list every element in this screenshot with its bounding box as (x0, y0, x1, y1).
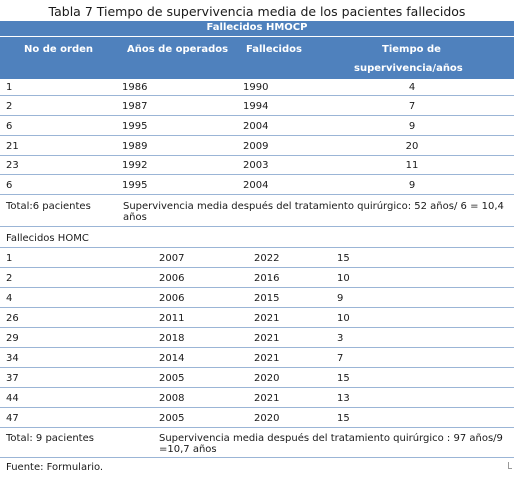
cell-operado: 2018 (159, 333, 185, 344)
cell-operado: 1987 (122, 101, 148, 112)
cell-no: 47 (6, 413, 19, 424)
hmocp-group-header: Fallecidos HMOCP (0, 21, 514, 36)
cell-fallecido: 2004 (243, 180, 269, 191)
cell-tiempo: 4 (408, 82, 416, 93)
cell-fallecido: 2021 (254, 313, 280, 324)
row-divider (0, 247, 514, 248)
cell-tiempo: 10 (337, 313, 350, 324)
hmocp-summary-line2: años (123, 212, 147, 223)
cell-no: 6 (6, 121, 13, 132)
row-divider (0, 347, 514, 348)
cell-fallecido: 2021 (254, 393, 280, 404)
row-divider (0, 155, 514, 156)
cell-tiempo: 9 (337, 293, 344, 304)
cell-no: 23 (6, 160, 19, 171)
col-header-anos-operados: Años de operados (127, 44, 229, 55)
row-divider (0, 367, 514, 368)
source-footnote: Fuente: Formulario. (6, 462, 104, 473)
cell-tiempo: 3 (337, 333, 344, 344)
row-divider (0, 115, 514, 116)
cell-tiempo: 9 (408, 180, 416, 191)
cell-fallecido: 2020 (254, 373, 280, 384)
table-caption: Tabla 7 Tiempo de supervivencia media de… (48, 4, 466, 19)
cell-fallecido: 2022 (254, 253, 280, 264)
cell-operado: 1986 (122, 82, 148, 93)
homc-total-label: Total: 9 pacientes (6, 433, 94, 444)
col-header-tiempo-line2: supervivencia/años (354, 63, 463, 74)
cell-tiempo: 20 (405, 141, 419, 152)
cell-no: 34 (6, 353, 19, 364)
cell-fallecido: 2020 (254, 413, 280, 424)
row-divider (0, 327, 514, 328)
cell-fallecido: 2015 (254, 293, 280, 304)
cell-tiempo: 7 (408, 101, 416, 112)
cell-no: 1 (6, 253, 13, 264)
cell-fallecido: 2016 (254, 273, 280, 284)
row-divider (0, 174, 514, 175)
cell-operado: 2008 (159, 393, 185, 404)
cell-tiempo: 9 (408, 121, 416, 132)
row-divider (0, 226, 514, 227)
cell-no: 4 (6, 293, 13, 304)
cell-no: 21 (6, 141, 19, 152)
cell-tiempo: 15 (337, 253, 350, 264)
cell-operado: 2005 (159, 413, 185, 424)
cell-no: 6 (6, 180, 13, 191)
cell-operado: 2011 (159, 313, 185, 324)
homc-section-title: Fallecidos HOMC (6, 233, 89, 244)
cell-tiempo: 13 (337, 393, 350, 404)
row-divider (0, 135, 514, 136)
cell-fallecido: 1990 (243, 82, 269, 93)
cell-no: 2 (6, 101, 13, 112)
row-divider (0, 287, 514, 288)
cell-tiempo: 7 (337, 353, 344, 364)
cell-operado: 1995 (122, 121, 148, 132)
cell-operado: 2006 (159, 273, 185, 284)
cell-operado: 1989 (122, 141, 148, 152)
cell-operado: 2007 (159, 253, 185, 264)
row-divider (0, 194, 514, 195)
cell-fallecido: 2004 (243, 121, 269, 132)
cell-no: 37 (6, 373, 19, 384)
row-divider (0, 95, 514, 96)
row-divider (0, 307, 514, 308)
row-divider (0, 267, 514, 268)
cell-operado: 2005 (159, 373, 185, 384)
cell-operado: 2014 (159, 353, 185, 364)
col-header-fallecidos: Fallecidos (246, 44, 302, 55)
cell-operado: 1992 (122, 160, 148, 171)
col-header-no-orden: No de orden (24, 44, 94, 55)
row-divider (0, 407, 514, 408)
cell-fallecido: 2003 (243, 160, 269, 171)
hmocp-group-title: Fallecidos HMOCP (206, 22, 308, 33)
cell-operado: 2006 (159, 293, 185, 304)
cell-fallecido: 2021 (254, 333, 280, 344)
cell-no: 29 (6, 333, 19, 344)
cell-no: 2 (6, 273, 13, 284)
cell-tiempo: 10 (337, 273, 350, 284)
col-header-tiempo-line1: Tiempo de (382, 44, 441, 55)
column-header-row: No de orden Años de operados Fallecidos … (0, 36, 514, 79)
homc-summary-line2: =10,7 años (159, 444, 217, 455)
hmocp-summary-line1: Supervivencia media después del tratamie… (123, 201, 504, 212)
row-divider (0, 457, 514, 458)
cell-operado: 1995 (122, 180, 148, 191)
cell-fallecido: 2009 (243, 141, 269, 152)
row-divider (0, 427, 514, 428)
homc-summary-line1: Supervivencia media después del tratamie… (159, 433, 503, 444)
cell-fallecido: 1994 (243, 101, 269, 112)
cell-fallecido: 2021 (254, 353, 280, 364)
cell-no: 26 (6, 313, 19, 324)
hmocp-total-label: Total:6 pacientes (6, 201, 91, 212)
cell-no: 44 (6, 393, 19, 404)
row-divider (0, 387, 514, 388)
cell-no: 1 (6, 82, 13, 93)
cell-tiempo: 15 (337, 373, 350, 384)
corner-mark (508, 462, 512, 469)
cell-tiempo: 11 (405, 160, 419, 171)
cell-tiempo: 15 (337, 413, 350, 424)
